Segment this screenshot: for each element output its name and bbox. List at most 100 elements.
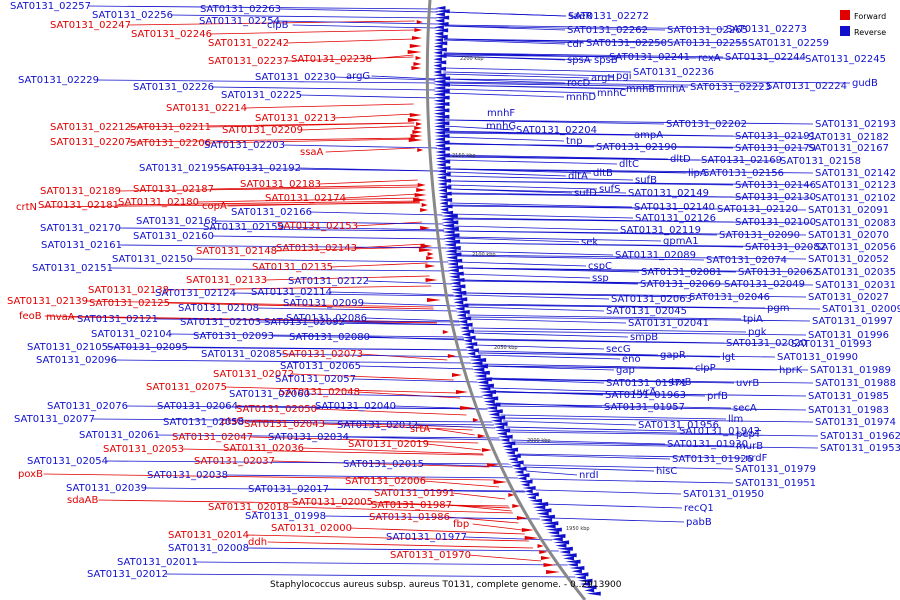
forward-feature-glyph <box>420 226 431 230</box>
reverse-gene-label: lipA <box>688 168 707 179</box>
reverse-feature-glyph <box>471 364 488 369</box>
reverse-feature-glyph <box>437 182 447 186</box>
reverse-feature-glyph <box>498 434 513 439</box>
reverse-feature-glyph <box>452 294 463 298</box>
label-connector-line <box>415 424 496 429</box>
reverse-feature-glyph <box>447 262 459 266</box>
reverse-feature-glyph <box>433 105 445 110</box>
label-connector-line <box>443 52 724 58</box>
label-connector-line <box>371 75 436 80</box>
reverse-feature-glyph <box>447 265 463 270</box>
reverse-gene-label: SAT0131_02265 <box>667 25 748 36</box>
label-connector-line <box>181 448 484 456</box>
reverse-gene-label: gpmA1 <box>663 236 699 247</box>
forward-gene-label: SAT0131_02180 <box>118 197 199 208</box>
reverse-gene-label: SAT0131_01996 <box>808 330 889 341</box>
forward-feature-glyph <box>425 278 438 282</box>
reverse-gene-label: SAT0131_02257 <box>10 1 91 12</box>
reverse-feature-glyph <box>492 422 508 426</box>
reverse-feature-glyph <box>474 374 487 378</box>
label-connector-line <box>169 333 464 338</box>
reverse-gene-label: SAT0131_02226 <box>133 82 214 93</box>
reverse-gene-label: SAT0131_02160 <box>133 231 214 242</box>
label-connector-line <box>114 359 472 364</box>
label-connector-line <box>224 386 459 394</box>
forward-gene-label: crtN <box>16 202 37 213</box>
reverse-gene-label: gap <box>616 365 635 376</box>
forward-feature-glyph <box>414 193 427 197</box>
reverse-gene-label: SAT0131_02146 <box>735 180 816 191</box>
forward-gene-label: SAT0131_02000 <box>271 523 352 534</box>
reverse-gene-label: sufD <box>574 188 597 199</box>
label-connector-line <box>355 221 422 227</box>
reverse-gene-label: mnhC <box>597 88 626 99</box>
reverse-gene-label: SAT0131_02054 <box>27 456 108 467</box>
label-connector-line <box>110 267 450 272</box>
label-connector-line <box>96 79 436 84</box>
reverse-gene-label: SAT0131_02020 <box>726 338 807 349</box>
legend-forward-label: Forward <box>854 12 886 21</box>
forward-gene-label: SAT0131_02247 <box>50 20 131 31</box>
forward-feature-glyph <box>537 544 544 548</box>
reverse-gene-label: SAT0131_02245 <box>805 54 886 65</box>
reverse-gene-label: argH <box>591 73 615 84</box>
forward-feature-glyph <box>427 298 441 302</box>
reverse-feature-glyph <box>436 166 451 170</box>
reverse-feature-glyph <box>434 124 445 129</box>
reverse-feature-glyph <box>433 47 447 52</box>
reverse-feature-glyph <box>444 246 461 250</box>
label-connector-line <box>272 460 490 468</box>
reverse-feature-glyph <box>433 70 442 74</box>
reverse-feature-glyph <box>476 380 489 385</box>
forward-gene-label: SAT0131_02125 <box>89 298 170 309</box>
label-connector-line <box>116 200 420 206</box>
reverse-gene-label: hisC <box>656 466 677 477</box>
scale-tick: 2100 kbp <box>472 252 496 258</box>
forward-feature-glyph <box>420 208 429 212</box>
reverse-feature-glyph <box>484 402 501 407</box>
reverse-feature-glyph <box>573 572 589 577</box>
reverse-feature-glyph <box>440 210 454 215</box>
reverse-gene-label: SAT0131_02070 <box>808 230 889 241</box>
label-connector-line <box>465 304 821 310</box>
reverse-feature-glyph <box>433 50 443 55</box>
reverse-feature-glyph <box>502 444 513 449</box>
forward-gene-label: SAT0131_02043 <box>244 419 325 430</box>
label-connector-line <box>502 420 637 426</box>
reverse-gene-label: ampA <box>634 130 663 141</box>
reverse-feature-glyph <box>433 66 446 71</box>
forward-feature-glyph <box>452 373 462 377</box>
label-connector-line <box>505 426 678 432</box>
reverse-feature-glyph <box>462 335 476 340</box>
label-connector-line <box>291 373 454 381</box>
reverse-gene-label: SAT0131_01983 <box>808 405 889 416</box>
reverse-gene-label: rexA <box>698 53 721 64</box>
reverse-feature-glyph <box>441 217 454 222</box>
reverse-gene-label: SAT0131_02202 <box>666 119 747 130</box>
label-connector-line <box>460 280 814 286</box>
reverse-gene-label: SAT0131_02057 <box>275 374 356 385</box>
label-connector-line <box>92 418 493 423</box>
reverse-gene-label: SAT0131_02192 <box>220 163 301 174</box>
forward-feature-glyph <box>524 536 539 540</box>
reverse-gene-label: SAT0131_02244 <box>725 52 806 63</box>
label-connector-line <box>518 454 671 460</box>
label-connector-line <box>118 186 419 192</box>
reverse-gene-label: gudB <box>852 78 878 89</box>
forward-gene-label: SAT0131_02207 <box>50 137 131 148</box>
forward-gene-label: SAT0131_02006 <box>345 476 426 487</box>
label-connector-line <box>457 261 587 267</box>
reverse-gene-label: SAT0131_02011 <box>117 557 198 568</box>
reverse-gene-label: SAT0131_02190 <box>596 142 677 153</box>
label-connector-line <box>496 403 732 409</box>
label-connector-line <box>486 378 814 384</box>
reverse-gene-label: SAT0131_01989 <box>810 365 891 376</box>
reverse-gene-label: SAT0131_02046 <box>689 292 770 303</box>
forward-gene-label: SAT0131_02135 <box>252 262 333 273</box>
reverse-gene-label: SAT0131_02049 <box>724 279 805 290</box>
reverse-gene-label: SAT0131_02074 <box>706 255 787 266</box>
reverse-gene-label: SAT0131_02064 <box>157 401 238 412</box>
forward-feature-glyph <box>477 434 486 438</box>
reverse-gene-label: SAT0131_01942 <box>679 426 760 437</box>
label-connector-line <box>535 489 682 495</box>
